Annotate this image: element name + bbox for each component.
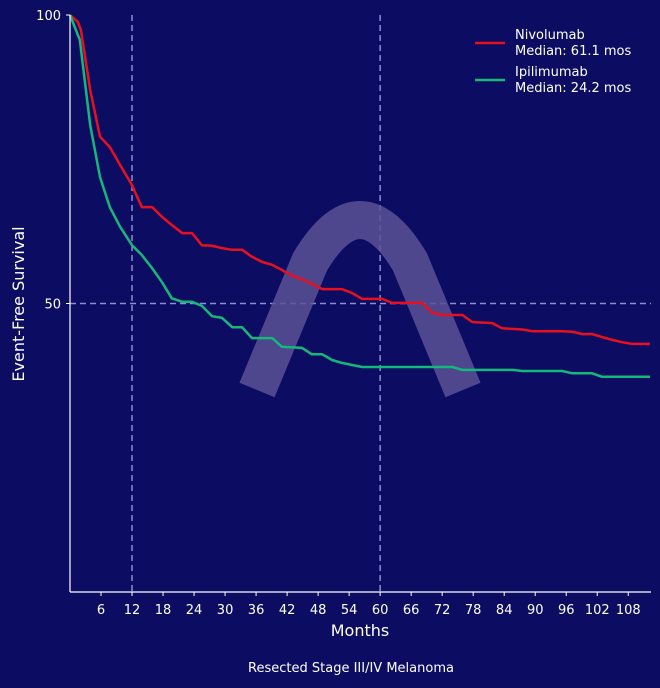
x-tick-label: 48 bbox=[310, 603, 327, 618]
y-ticks: 50 100 bbox=[36, 9, 70, 313]
legend-median-ipilimumab: Median: 24.2 mos bbox=[515, 81, 631, 96]
series-lines bbox=[68, 14, 650, 379]
x-tick-label: 84 bbox=[496, 603, 513, 618]
x-tick-label: 30 bbox=[217, 603, 234, 618]
x-tick-label: 60 bbox=[372, 603, 389, 618]
legend: Nivolumab Median: 61.1 mos Ipilimumab Me… bbox=[475, 28, 631, 96]
chart-title: Resected Stage III/IV Melanoma bbox=[248, 661, 454, 676]
watermark-arch-icon bbox=[239, 201, 481, 398]
series-line-nivolumab bbox=[69, 14, 650, 346]
x-ticks: 6 12 18 24 30 36 42 48 54 60 66 72 78 84 90 96 102 108 bbox=[97, 592, 641, 618]
x-tick-label: 54 bbox=[341, 603, 358, 618]
x-tick-label: 102 bbox=[585, 603, 610, 618]
y-axis-label: Event-Free Survival bbox=[9, 226, 28, 381]
reference-lines bbox=[70, 15, 651, 592]
legend-median-nivolumab: Median: 61.1 mos bbox=[515, 44, 631, 59]
legend-label-nivolumab: Nivolumab bbox=[515, 28, 585, 43]
x-tick-label: 12 bbox=[124, 603, 141, 618]
x-tick-label: 108 bbox=[616, 603, 641, 618]
series-line-ipilimumab bbox=[68, 14, 650, 379]
x-tick-label: 72 bbox=[434, 603, 451, 618]
x-tick-label: 24 bbox=[186, 603, 203, 618]
x-tick-label: 96 bbox=[558, 603, 575, 618]
x-axis-label: Months bbox=[331, 621, 389, 640]
x-tick-label: 36 bbox=[248, 603, 265, 618]
x-tick-label: 6 bbox=[97, 603, 105, 618]
x-tick-label: 42 bbox=[279, 603, 296, 618]
legend-label-ipilimumab: Ipilimumab bbox=[515, 65, 588, 80]
x-tick-label: 18 bbox=[155, 603, 172, 618]
x-tick-label: 66 bbox=[403, 603, 420, 618]
y-tick-label: 100 bbox=[36, 9, 61, 24]
x-tick-label: 90 bbox=[527, 603, 544, 618]
x-tick-label: 78 bbox=[465, 603, 482, 618]
y-tick-label: 50 bbox=[44, 298, 61, 313]
